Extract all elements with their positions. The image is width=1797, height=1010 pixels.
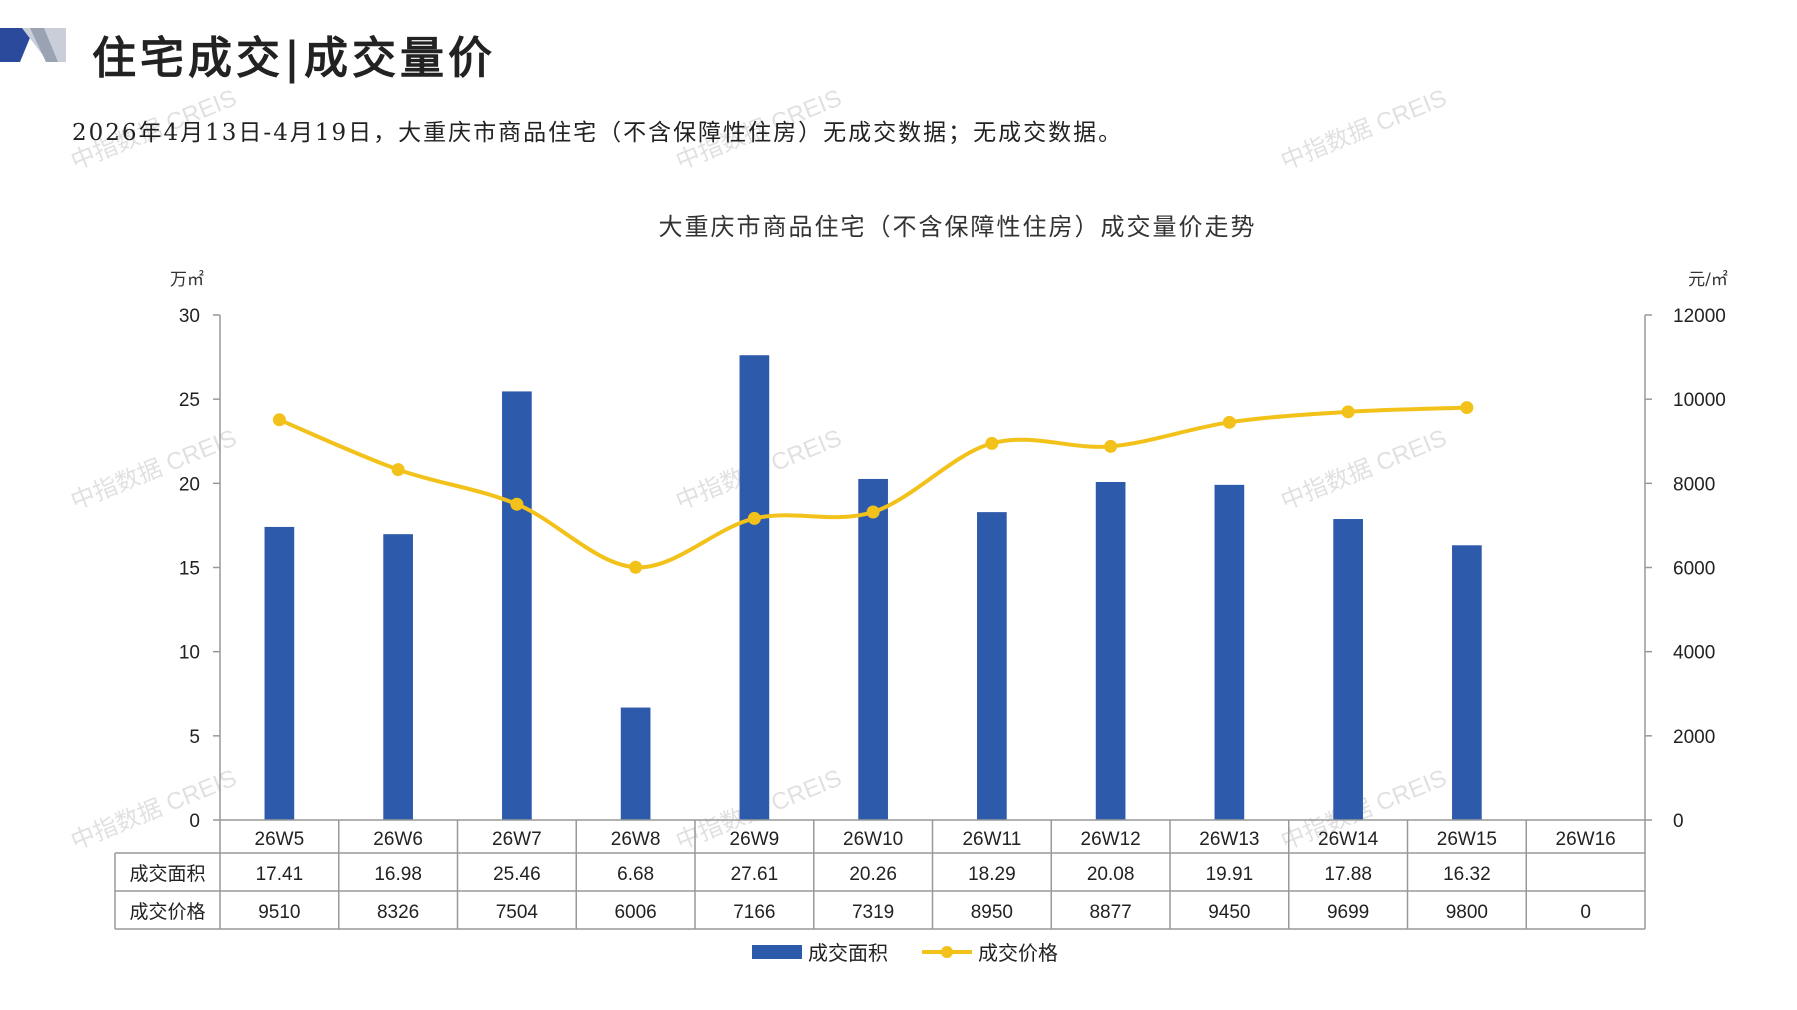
table-row-label: 成交价格: [129, 901, 205, 923]
price-value-label: 9450: [1208, 902, 1250, 923]
price-value-label: 9800: [1446, 902, 1488, 923]
area-value-label: 18.29: [968, 864, 1016, 885]
watermark: 中指数据 CREIS: [67, 425, 240, 516]
x-tick-label: 26W11: [962, 829, 1021, 850]
y-left-tick-label: 25: [179, 390, 200, 411]
y-left-unit: 万㎡: [170, 270, 204, 290]
area-value-label: 6.68: [617, 864, 654, 885]
price-value-label: 7504: [496, 902, 539, 923]
watermark: 中指数据 CREIS: [1277, 85, 1450, 176]
brand-logo-mark: [0, 28, 66, 62]
area-value-label: 25.46: [493, 864, 541, 885]
price-value-label: 9699: [1327, 902, 1369, 923]
price-value-label: 8326: [377, 902, 419, 923]
x-tick-label: 26W15: [1437, 829, 1497, 850]
y-right-tick-label: 12000: [1673, 306, 1726, 327]
watermark: 中指数据 CREIS: [1277, 425, 1450, 516]
bar-26W9: [739, 355, 770, 820]
x-tick-label: 26W9: [730, 829, 780, 850]
price-point-26W8: [629, 560, 643, 574]
x-tick-label: 26W7: [492, 829, 542, 850]
price-point-26W11: [985, 436, 999, 450]
x-tick-label: 26W16: [1556, 829, 1616, 850]
y-right-tick-label: 10000: [1673, 390, 1726, 411]
area-value-label: 20.26: [849, 864, 897, 885]
bar-26W13: [1214, 484, 1245, 820]
price-value-label: 7319: [852, 902, 894, 923]
price-value-label: 9510: [258, 902, 300, 923]
y-right-tick-label: 2000: [1673, 727, 1715, 748]
price-value-label: 8877: [1089, 902, 1131, 923]
chart-title: 大重庆市商品住宅（不含保障性住房）成交量价走势: [659, 213, 1257, 241]
watermark: 中指数据 CREIS: [672, 85, 845, 176]
bar-26W11: [977, 512, 1007, 820]
x-tick-label: 26W13: [1199, 829, 1259, 850]
price-point-26W6: [391, 463, 405, 477]
bar-26W6: [383, 534, 413, 820]
bar-26W10: [858, 478, 888, 820]
area-value-label: 16.98: [374, 864, 422, 885]
bar-26W12: [1095, 481, 1126, 820]
table-row-label: 成交面积: [129, 863, 205, 885]
bar-26W7: [502, 391, 532, 820]
price-point-26W7: [510, 497, 524, 511]
price-point-26W14: [1341, 405, 1355, 419]
area-value-label: 19.91: [1206, 864, 1254, 885]
price-value-label: 6006: [614, 902, 656, 923]
price-point-26W13: [1222, 415, 1236, 429]
y-left-tick-label: 5: [189, 727, 200, 748]
y-left-tick-label: 20: [179, 474, 200, 495]
y-left-tick-label: 0: [189, 811, 200, 832]
x-tick-label: 26W12: [1081, 829, 1141, 850]
watermark: 中指数据 CREIS: [67, 85, 240, 176]
x-tick-label: 26W14: [1318, 829, 1379, 850]
y-left-tick-label: 15: [179, 559, 200, 580]
price-value-label: 0: [1580, 902, 1591, 923]
legend-label-price: 成交价格: [978, 941, 1058, 965]
y-left-tick-label: 30: [179, 306, 200, 327]
area-value-label: 27.61: [731, 864, 779, 885]
legend-swatch-price-dot: [941, 946, 953, 958]
legend-label-area: 成交面积: [808, 941, 888, 965]
summary-text: 2026年4月13日-4月19日，大重庆市商品住宅（不含保障性住房）无成交数据；…: [72, 120, 1124, 146]
price-point-26W12: [1104, 439, 1118, 453]
price-point-26W5: [272, 413, 286, 427]
y-right-tick-label: 4000: [1673, 643, 1715, 664]
price-point-26W15: [1460, 401, 1474, 415]
bar-26W15: [1452, 545, 1482, 820]
y-right-unit: 元/㎡: [1688, 270, 1728, 290]
price-value-label: 8950: [971, 902, 1013, 923]
x-tick-label: 26W10: [843, 829, 903, 850]
price-point-26W9: [747, 511, 761, 525]
y-left-tick-label: 10: [179, 643, 200, 664]
y-right-tick-label: 0: [1673, 811, 1684, 832]
x-tick-label: 26W6: [373, 829, 423, 850]
area-value-label: 20.08: [1087, 864, 1135, 885]
price-point-26W10: [866, 505, 880, 519]
area-value-label: 16.32: [1443, 864, 1491, 885]
watermark: 中指数据 CREIS: [67, 765, 240, 856]
page-title: 住宅成交|成交量价: [92, 33, 497, 84]
x-tick-label: 26W8: [611, 829, 661, 850]
legend-swatch-area: [752, 945, 802, 959]
y-right-tick-label: 8000: [1673, 474, 1715, 495]
y-right-tick-label: 6000: [1673, 559, 1715, 580]
x-tick-label: 26W5: [255, 829, 305, 850]
bar-26W8: [620, 707, 651, 820]
area-value-label: 17.41: [256, 864, 304, 885]
bar-26W14: [1333, 519, 1363, 820]
price-value-label: 7166: [733, 902, 775, 923]
bar-26W5: [264, 526, 295, 820]
area-value-label: 17.88: [1324, 864, 1372, 885]
